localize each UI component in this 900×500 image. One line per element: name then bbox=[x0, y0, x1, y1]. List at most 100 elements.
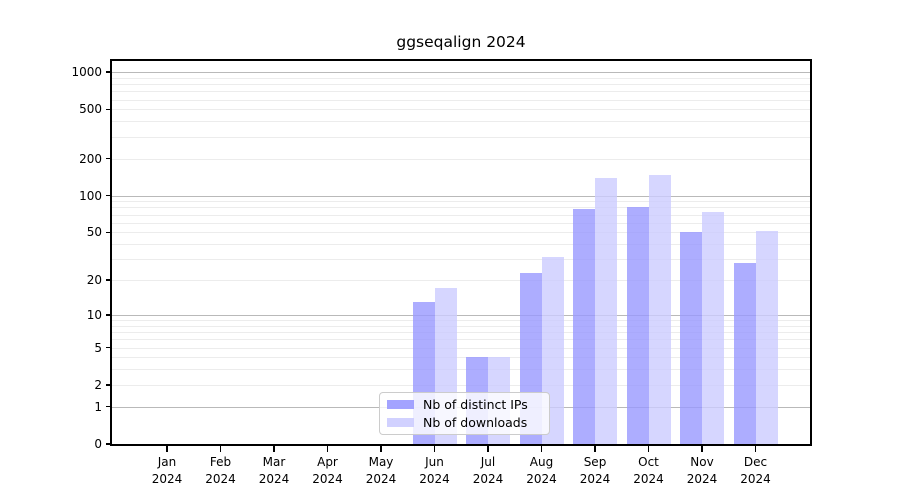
y-tick bbox=[106, 157, 112, 160]
legend-label-distinct-ips: Nb of distinct IPs bbox=[423, 396, 528, 412]
y-tick bbox=[106, 314, 112, 316]
x-tick-month: Aug bbox=[529, 455, 554, 469]
x-tick-year: 2024 bbox=[205, 471, 236, 486]
x-tick-year: 2024 bbox=[686, 471, 718, 486]
y-tick-label: 500 bbox=[79, 102, 102, 117]
y-tick-label: 1 bbox=[94, 399, 102, 414]
minor-gridline bbox=[112, 207, 810, 209]
x-tick-label: Jul 2024 bbox=[456, 454, 520, 487]
y-tick bbox=[106, 71, 112, 73]
x-tick-year: 2024 bbox=[579, 471, 611, 486]
x-tick bbox=[273, 446, 275, 452]
x-tick-year: 2024 bbox=[740, 471, 771, 486]
x-tick bbox=[380, 446, 382, 452]
y-tick-label: 2 bbox=[94, 377, 102, 392]
x-tick-label: May 2024 bbox=[349, 454, 413, 487]
minor-gridline bbox=[112, 201, 810, 203]
x-tick-year: 2024 bbox=[472, 471, 504, 486]
y-tick-label: 20 bbox=[86, 273, 102, 288]
x-tick-label: Aug 2024 bbox=[510, 454, 574, 487]
x-tick-label: Jan 2024 bbox=[135, 454, 199, 487]
minor-gridline bbox=[112, 99, 810, 101]
y-tick bbox=[106, 346, 112, 349]
y-tick-label: 1000 bbox=[71, 65, 102, 80]
x-tick bbox=[594, 446, 596, 452]
x-tick-month: Sep bbox=[583, 455, 607, 469]
y-tick-label: 200 bbox=[79, 151, 102, 166]
y-tick bbox=[106, 231, 112, 234]
bar-ips-dec bbox=[733, 262, 756, 444]
x-tick bbox=[487, 446, 489, 452]
x-tick-month: Feb bbox=[209, 455, 232, 469]
x-tick-label: Jun 2024 bbox=[403, 454, 467, 487]
x-tick bbox=[647, 446, 650, 452]
chart-title: ggseqalign 2024 bbox=[396, 33, 526, 51]
legend-item-distinct-ips: Nb of distinct IPs bbox=[387, 396, 543, 412]
x-tick-label: Dec 2024 bbox=[724, 454, 788, 487]
y-tick bbox=[106, 108, 112, 111]
x-tick-label: Nov 2024 bbox=[670, 454, 734, 487]
bar-ips-sep bbox=[573, 208, 595, 444]
x-tick-month: Mar bbox=[262, 455, 286, 469]
y-tick-label: 100 bbox=[79, 188, 102, 203]
x-tick bbox=[754, 446, 757, 452]
y-tick-label: 50 bbox=[86, 225, 102, 240]
x-tick-year: 2024 bbox=[365, 471, 397, 486]
x-tick-year: 2024 bbox=[419, 471, 450, 486]
minor-gridline bbox=[112, 91, 810, 93]
bar-downloads-oct bbox=[648, 175, 671, 444]
y-tick-label: 5 bbox=[94, 340, 102, 355]
y-tick-label: 0 bbox=[94, 437, 102, 451]
x-tick-month: Jan bbox=[157, 455, 177, 469]
x-tick-label: Sep 2024 bbox=[563, 454, 627, 487]
x-tick-month: Apr bbox=[317, 455, 338, 469]
minor-gridline bbox=[112, 109, 810, 111]
y-tick bbox=[106, 279, 112, 281]
legend-swatch-distinct-ips bbox=[387, 399, 414, 410]
x-tick-month: Dec bbox=[743, 455, 768, 469]
minor-gridline bbox=[112, 136, 810, 138]
x-tick-month: Jun bbox=[425, 455, 444, 469]
x-tick-label: Mar 2024 bbox=[242, 454, 306, 487]
x-tick-year: 2024 bbox=[633, 471, 664, 486]
bar-downloads-dec bbox=[755, 231, 778, 444]
minor-gridline bbox=[112, 77, 810, 79]
y-tick-label: 10 bbox=[86, 307, 102, 322]
y-tick bbox=[106, 405, 112, 408]
x-tick bbox=[540, 446, 543, 452]
x-tick bbox=[219, 446, 222, 452]
bar-ips-nov bbox=[680, 232, 702, 444]
x-tick-month: May bbox=[368, 455, 394, 469]
legend-swatch-downloads bbox=[387, 417, 414, 428]
y-tick bbox=[106, 194, 112, 197]
x-tick-month: Oct bbox=[638, 455, 659, 469]
minor-gridline bbox=[112, 84, 810, 86]
bar-ips-oct bbox=[626, 207, 649, 444]
x-tick bbox=[433, 446, 436, 452]
bar-downloads-sep bbox=[595, 177, 617, 444]
y-tick bbox=[106, 443, 112, 445]
major-gridline bbox=[112, 195, 810, 197]
x-tick bbox=[326, 446, 329, 452]
x-tick-month: Nov bbox=[690, 455, 714, 469]
major-gridline bbox=[112, 72, 810, 74]
minor-gridline bbox=[112, 121, 810, 123]
x-tick-label: Oct 2024 bbox=[617, 454, 681, 487]
x-tick-year: 2024 bbox=[258, 471, 290, 486]
legend-item-downloads: Nb of downloads bbox=[387, 414, 543, 430]
plot-area bbox=[110, 59, 812, 446]
legend: Nb of distinct IPs Nb of downloads bbox=[379, 392, 550, 435]
x-tick bbox=[701, 446, 703, 452]
x-tick-label: Feb 2024 bbox=[189, 454, 253, 487]
x-tick-year: 2024 bbox=[312, 471, 343, 486]
minor-gridline bbox=[112, 158, 810, 160]
y-tick bbox=[106, 384, 112, 386]
x-tick-year: 2024 bbox=[151, 471, 183, 486]
x-tick-label: Apr 2024 bbox=[296, 454, 360, 487]
bar-downloads-nov bbox=[702, 212, 724, 444]
x-tick-month: Jul bbox=[480, 455, 496, 469]
x-tick-year: 2024 bbox=[526, 471, 557, 486]
legend-label-downloads: Nb of downloads bbox=[423, 414, 528, 430]
x-tick bbox=[166, 446, 168, 452]
